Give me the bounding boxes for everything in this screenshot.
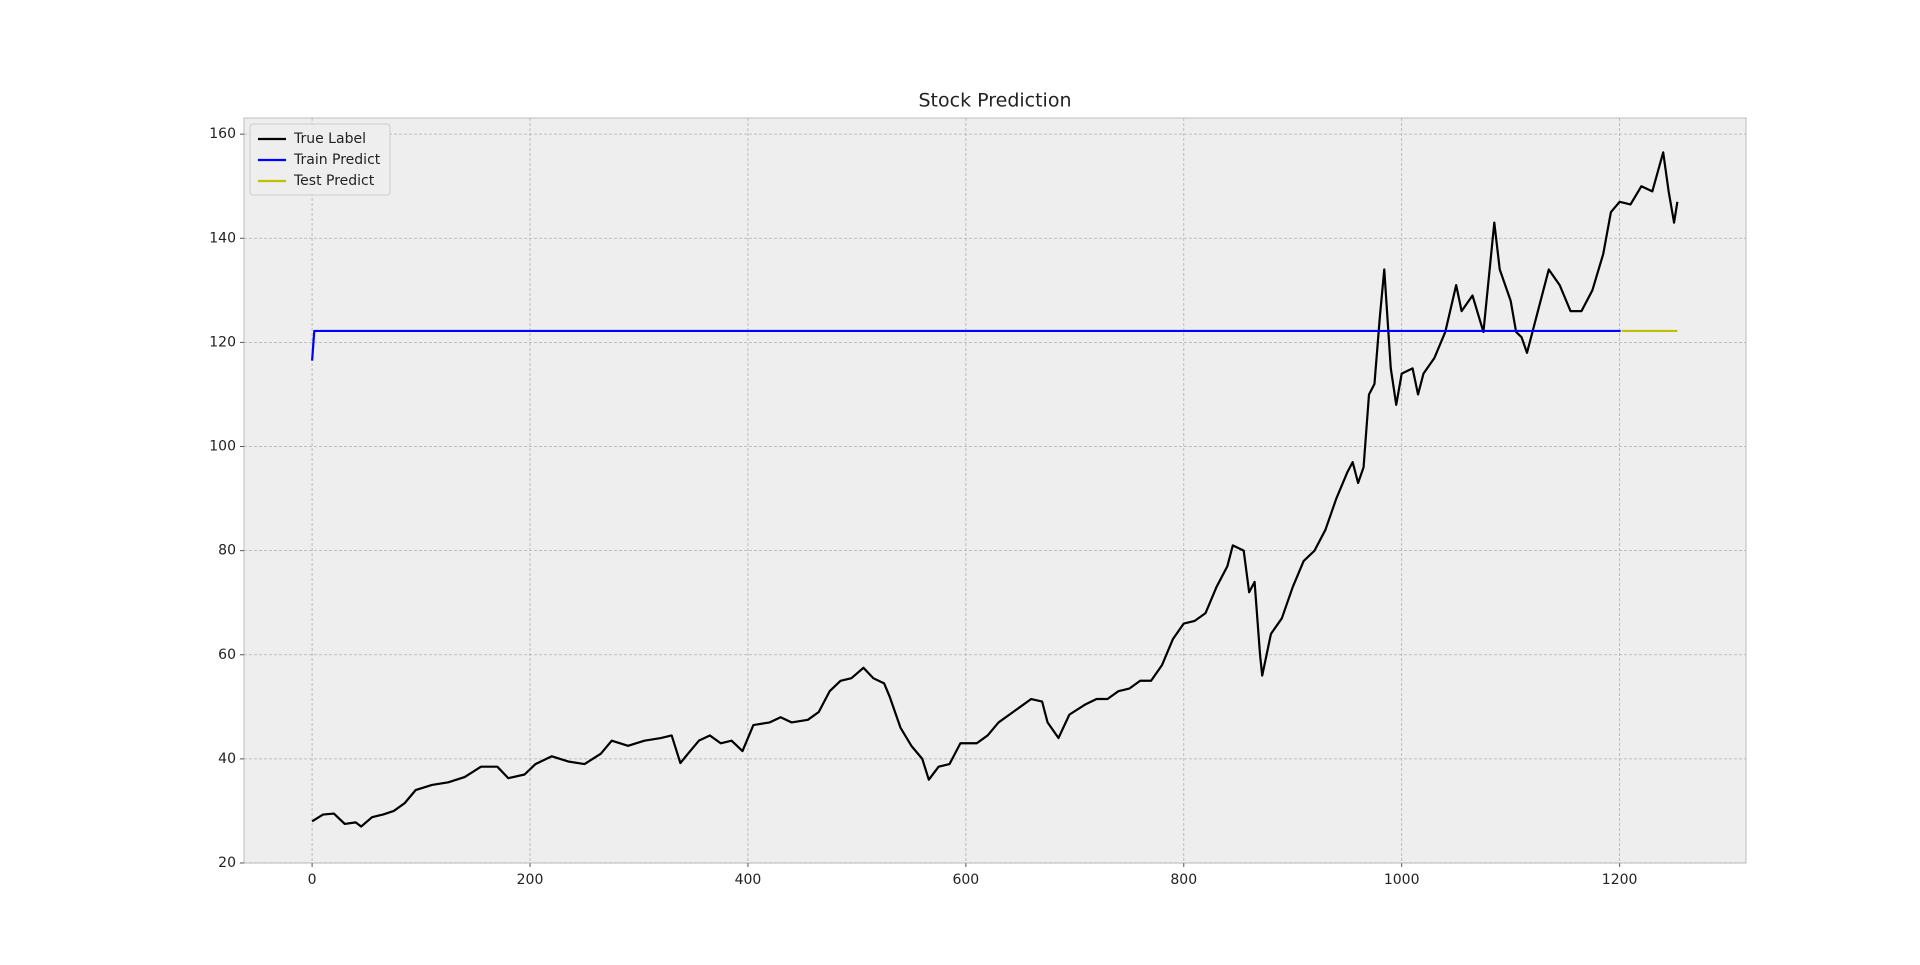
y-tick-label: 100 (209, 439, 236, 455)
x-tick-label: 1000 (1384, 872, 1420, 888)
y-tick-label: 20 (218, 855, 236, 871)
x-tick-label: 1200 (1602, 872, 1638, 888)
y-tick-label: 120 (209, 334, 236, 350)
x-tick-label: 0 (308, 872, 317, 888)
legend-label: Test Predict (293, 173, 375, 189)
plot-area (243, 117, 1747, 864)
y-tick-label: 80 (218, 543, 236, 559)
x-tick-label: 400 (735, 872, 762, 888)
x-tick-label: 200 (517, 872, 544, 888)
x-tick-label: 600 (952, 872, 979, 888)
chart-title: Stock Prediction (918, 90, 1071, 112)
series-line (311, 151, 1679, 828)
legend-label: True Label (293, 131, 366, 147)
x-tick-label: 800 (1170, 872, 1197, 888)
y-tick-label: 160 (209, 126, 236, 142)
y-tick-label: 60 (218, 647, 236, 663)
legend: True Label Train Predict Test Predict (249, 123, 391, 196)
legend-label: Train Predict (293, 152, 381, 168)
series-line (311, 329, 1621, 361)
y-tick-label: 40 (218, 751, 236, 767)
lines (311, 151, 1679, 828)
y-tick-label: 140 (209, 230, 236, 246)
legend-box (249, 123, 391, 196)
